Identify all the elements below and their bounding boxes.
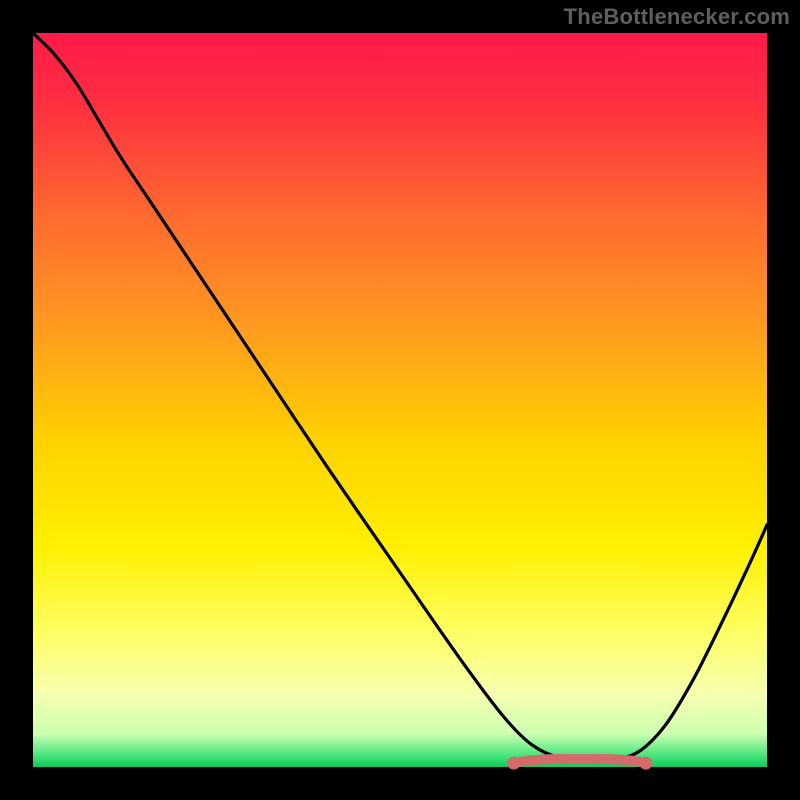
watermark-text: TheBottlenecker.com bbox=[564, 4, 790, 30]
chart-gradient-area bbox=[33, 33, 767, 767]
optimal-range-marker bbox=[514, 759, 646, 763]
bottleneck-chart bbox=[0, 0, 800, 800]
chart-container: { "watermark": { "text": "TheBottlenecke… bbox=[0, 0, 800, 800]
optimal-range-start-dot bbox=[507, 757, 520, 770]
optimal-range-end-dot bbox=[639, 757, 652, 770]
